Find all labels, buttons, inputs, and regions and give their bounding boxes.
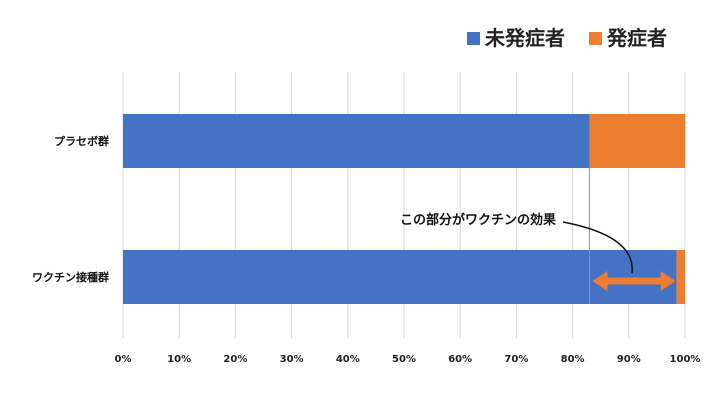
x-tick-label: 20% (223, 354, 247, 365)
x-tick-label: 60% (448, 354, 472, 365)
bar-segment-non-infected (123, 250, 677, 304)
x-tick-label: 40% (336, 354, 360, 365)
x-axis-ticks: 0% 10% 20% 30% 40% 50% 60% 70% 80% 90% 100% (115, 354, 701, 365)
legend-label: 発症者 (606, 26, 667, 50)
x-tick-label: 90% (617, 354, 641, 365)
bar-segment-non-infected (123, 114, 590, 168)
x-tick-label: 0% (115, 354, 132, 365)
legend-swatch (589, 32, 602, 45)
x-tick-label: 50% (392, 354, 416, 365)
effect-double-arrow (592, 271, 676, 291)
x-tick-label: 80% (561, 354, 585, 365)
x-tick-label: 10% (167, 354, 191, 365)
x-tick-label: 70% (504, 354, 528, 365)
bars (123, 114, 685, 304)
legend-swatch (467, 32, 480, 45)
x-tick-label: 30% (280, 354, 304, 365)
annotation-text: この部分がワクチンの効果 (400, 212, 556, 228)
x-tick-label: 100% (670, 354, 701, 365)
category-label: ワクチン接種群 (32, 270, 109, 284)
legend: 未発症者 発症者 (467, 26, 667, 50)
annotation-leader-line (562, 221, 633, 274)
bar-segment-infected (589, 114, 685, 168)
legend-label: 未発症者 (485, 26, 565, 50)
category-label: プラセボ群 (54, 134, 109, 148)
annotation: この部分がワクチンの効果 (400, 168, 676, 304)
bar-segment-infected (676, 250, 685, 304)
